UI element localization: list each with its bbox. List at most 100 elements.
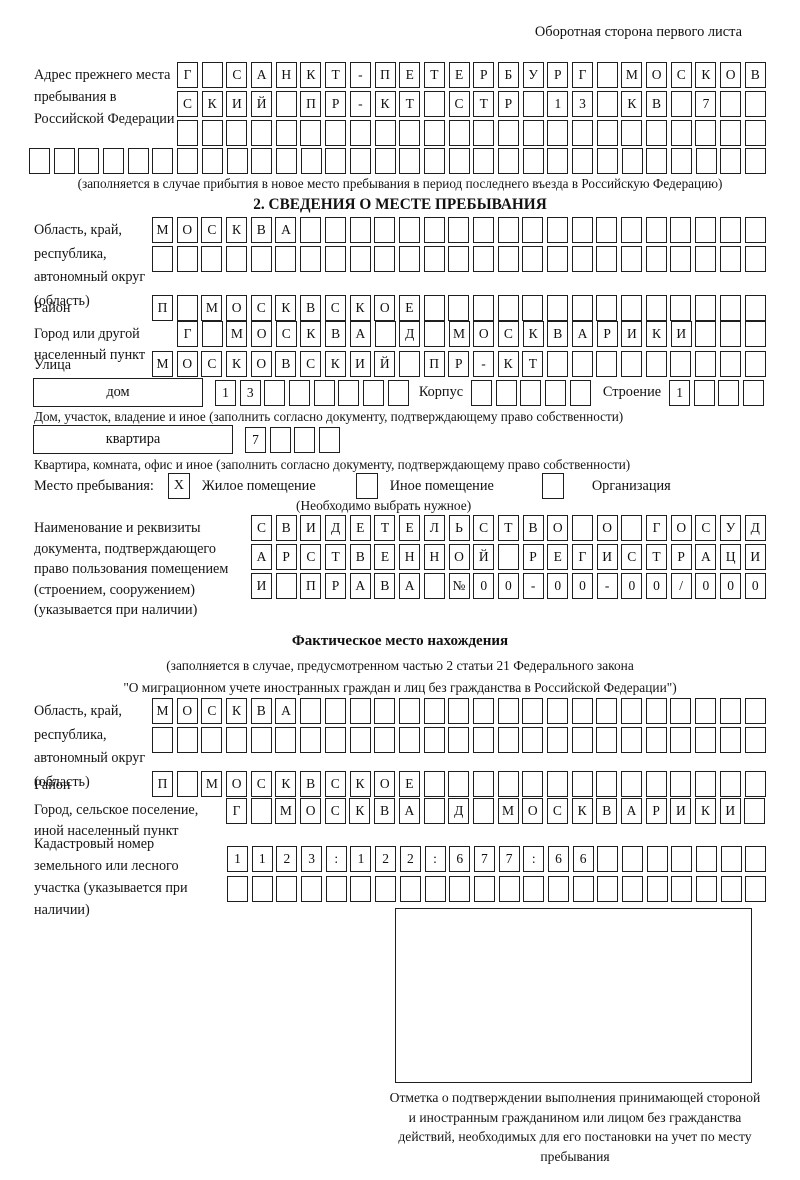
form-cell[interactable]: М xyxy=(152,351,173,377)
form-cell[interactable]: Р xyxy=(275,544,297,570)
form-cell[interactable] xyxy=(472,798,494,824)
form-cell[interactable] xyxy=(423,321,445,347)
form-cell[interactable]: О xyxy=(547,515,569,541)
form-cell[interactable]: И xyxy=(300,515,322,541)
form-cell[interactable]: О xyxy=(473,321,495,347)
form-cell[interactable] xyxy=(695,351,717,377)
form-cell[interactable]: Т xyxy=(423,62,445,88)
form-cell[interactable]: Д xyxy=(744,515,766,541)
form-cell[interactable] xyxy=(547,217,568,243)
form-cell[interactable]: О xyxy=(226,771,248,797)
form-cell[interactable] xyxy=(374,217,396,243)
form-cell[interactable]: М xyxy=(152,217,173,243)
form-cell[interactable]: Ь xyxy=(448,515,470,541)
form-cell[interactable] xyxy=(597,846,619,872)
form-cell[interactable] xyxy=(547,876,569,902)
form-cell[interactable] xyxy=(324,698,346,724)
form-cell[interactable]: К xyxy=(522,321,544,347)
form-cell[interactable]: А xyxy=(399,573,421,599)
form-cell[interactable] xyxy=(250,727,272,753)
form-cell[interactable] xyxy=(448,295,470,321)
form-cell[interactable] xyxy=(448,771,470,797)
form-cell[interactable] xyxy=(621,515,643,541)
form-cell[interactable] xyxy=(670,727,692,753)
form-cell[interactable]: В xyxy=(744,62,766,88)
form-cell[interactable] xyxy=(176,771,198,797)
form-cell[interactable] xyxy=(671,846,693,872)
form-cell[interactable] xyxy=(423,120,445,146)
form-cell[interactable]: Г xyxy=(177,62,198,88)
form-cell[interactable]: 1 xyxy=(227,846,248,872)
form-cell[interactable] xyxy=(177,120,198,146)
form-cell[interactable] xyxy=(398,698,420,724)
form-cell[interactable] xyxy=(251,148,273,174)
form-cell[interactable]: М xyxy=(152,698,173,724)
form-cell[interactable] xyxy=(522,727,544,753)
form-cell[interactable] xyxy=(473,120,495,146)
form-cell[interactable] xyxy=(547,295,568,321)
form-cell[interactable]: В xyxy=(596,798,618,824)
form-cell[interactable]: С xyxy=(324,771,346,797)
form-cell[interactable] xyxy=(695,698,717,724)
form-cell[interactable]: С xyxy=(201,698,223,724)
form-cell[interactable] xyxy=(571,727,593,753)
form-cell[interactable]: 0 xyxy=(547,573,569,599)
form-cell[interactable] xyxy=(300,246,322,272)
form-cell[interactable]: Р xyxy=(547,62,569,88)
form-cell[interactable] xyxy=(547,351,568,377)
form-cell[interactable] xyxy=(520,379,542,406)
form-cell[interactable]: 1 xyxy=(215,379,236,406)
form-cell[interactable] xyxy=(670,771,692,797)
form-cell[interactable] xyxy=(744,698,766,724)
form-cell[interactable] xyxy=(719,217,741,243)
form-cell[interactable] xyxy=(300,727,322,753)
form-cell[interactable] xyxy=(275,148,297,174)
form-cell[interactable] xyxy=(227,876,248,902)
form-cell[interactable] xyxy=(398,246,420,272)
form-cell[interactable]: А xyxy=(621,798,642,824)
form-cell[interactable] xyxy=(720,321,742,347)
form-cell[interactable]: Т xyxy=(473,91,495,117)
form-cell[interactable] xyxy=(349,246,371,272)
form-cell[interactable]: 7 xyxy=(473,846,495,872)
form-cell[interactable] xyxy=(695,727,717,753)
form-cell[interactable]: В xyxy=(300,771,322,797)
form-cell[interactable] xyxy=(695,771,717,797)
form-cell[interactable] xyxy=(226,120,248,146)
form-cell[interactable] xyxy=(522,217,544,243)
form-cell[interactable]: Г xyxy=(572,62,593,88)
form-cell[interactable]: - xyxy=(596,573,618,599)
form-cell[interactable] xyxy=(324,217,346,243)
form-cell[interactable] xyxy=(152,246,173,272)
form-cell[interactable]: С xyxy=(621,544,643,570)
form-cell[interactable]: К xyxy=(497,351,519,377)
form-cell[interactable] xyxy=(497,295,519,321)
form-cell[interactable] xyxy=(350,876,372,902)
form-cell[interactable] xyxy=(522,91,544,117)
form-cell[interactable]: Т xyxy=(497,515,519,541)
form-cell[interactable] xyxy=(29,148,50,174)
form-cell[interactable]: А xyxy=(251,62,273,88)
form-cell[interactable]: 7 xyxy=(498,846,520,872)
form-cell[interactable]: М xyxy=(448,321,470,347)
form-cell[interactable]: Н xyxy=(399,544,421,570)
form-cell[interactable]: О xyxy=(448,544,470,570)
form-cell[interactable] xyxy=(745,846,767,872)
form-cell[interactable]: Е xyxy=(374,544,396,570)
form-cell[interactable]: О xyxy=(250,351,272,377)
form-cell[interactable] xyxy=(374,698,396,724)
form-cell[interactable]: О xyxy=(670,515,692,541)
form-cell[interactable]: - xyxy=(472,351,494,377)
form-cell[interactable]: 7 xyxy=(245,426,266,453)
form-cell[interactable]: Б xyxy=(497,62,519,88)
form-cell[interactable]: С xyxy=(226,62,248,88)
form-cell[interactable]: О xyxy=(596,515,618,541)
form-cell[interactable] xyxy=(176,295,198,321)
form-cell[interactable]: О xyxy=(251,321,273,347)
form-cell[interactable] xyxy=(423,798,445,824)
form-cell[interactable] xyxy=(696,876,718,902)
form-cell[interactable] xyxy=(497,698,519,724)
form-cell[interactable] xyxy=(596,148,618,174)
form-cell[interactable] xyxy=(472,217,494,243)
form-cell[interactable]: 2 xyxy=(276,846,298,872)
